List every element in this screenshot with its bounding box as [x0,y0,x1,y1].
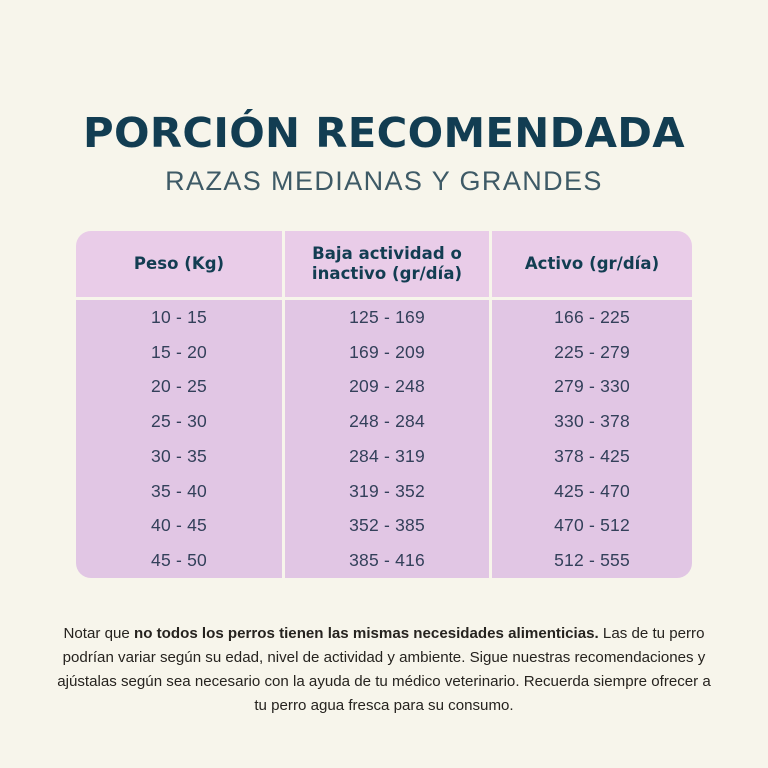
note-lead: Notar que [63,625,134,643]
cell-active: 330 - 378 [492,404,692,439]
table-header-cell-active: Activo (gr/día) [492,231,692,297]
cell-low-activity: 248 - 284 [285,404,489,439]
cell-active: 166 - 225 [492,300,692,335]
feeding-guide-table: Peso (Kg) Baja actividad o inactivo (gr/… [76,231,692,578]
cell-low-activity: 209 - 248 [285,369,489,405]
table-row: 35 - 40 319 - 352 425 - 470 [76,473,692,509]
cell-weight: 15 - 20 [76,334,282,370]
cell-active: 378 - 425 [492,439,692,474]
cell-active: 470 - 512 [492,508,692,544]
cell-active: 225 - 279 [492,334,692,370]
table-row: 20 - 25 209 - 248 279 - 330 [76,369,692,405]
cell-low-activity: 319 - 352 [285,473,489,509]
cell-weight: 30 - 35 [76,439,282,474]
table-header-cell-low-activity: Baja actividad o inactivo (gr/día) [285,231,489,297]
table-row: 15 - 20 169 - 209 225 - 279 [76,334,692,370]
cell-low-activity: 284 - 319 [285,439,489,474]
table-body: 10 - 15 125 - 169 166 - 225 15 - 20 169 … [76,300,692,578]
page-title: PORCIÓN RECOMENDADA [83,109,685,157]
table-row: 30 - 35 284 - 319 378 - 425 [76,439,692,474]
cell-low-activity: 169 - 209 [285,334,489,370]
cell-weight: 40 - 45 [76,508,282,544]
cell-active: 279 - 330 [492,369,692,405]
cell-weight: 35 - 40 [76,473,282,509]
cell-low-activity: 385 - 416 [285,543,489,578]
cell-low-activity: 125 - 169 [285,300,489,335]
note-bold: no todos los perros tienen las mismas ne… [134,625,599,643]
disclaimer-note: Notar que no todos los perros tienen las… [56,622,712,717]
note-rest: Las de tu perro podrían variar según su … [57,625,711,714]
table-row: 40 - 45 352 - 385 470 - 512 [76,508,692,544]
page-subtitle: RAZAS MEDIANAS Y GRANDES [165,166,603,197]
cell-weight: 45 - 50 [76,543,282,578]
cell-active: 425 - 470 [492,473,692,509]
cell-weight: 10 - 15 [76,300,282,335]
table-row: 45 - 50 385 - 416 512 - 555 [76,543,692,578]
table-row: 25 - 30 248 - 284 330 - 378 [76,404,692,439]
table-header-cell-weight: Peso (Kg) [76,231,282,297]
heading-block: PORCIÓN RECOMENDADA RAZAS MEDIANAS Y GRA… [0,109,768,197]
cell-weight: 20 - 25 [76,369,282,405]
cell-active: 512 - 555 [492,543,692,578]
cell-low-activity: 352 - 385 [285,508,489,544]
table-header-row: Peso (Kg) Baja actividad o inactivo (gr/… [76,231,692,297]
cell-weight: 25 - 30 [76,404,282,439]
table-row: 10 - 15 125 - 169 166 - 225 [76,300,692,335]
